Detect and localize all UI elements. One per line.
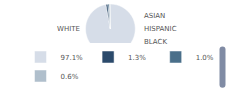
svg-text:1.3%: 1.3% [128,54,146,62]
svg-text:BLACK: BLACK [144,38,167,46]
svg-text:1.0%: 1.0% [196,54,214,62]
svg-text:ASIAN: ASIAN [144,12,165,20]
svg-text:0.6%: 0.6% [61,73,79,81]
svg-text:WHITE: WHITE [57,25,80,33]
svg-text:HISPANIC: HISPANIC [144,25,177,33]
svg-text:97.1%: 97.1% [61,54,84,62]
